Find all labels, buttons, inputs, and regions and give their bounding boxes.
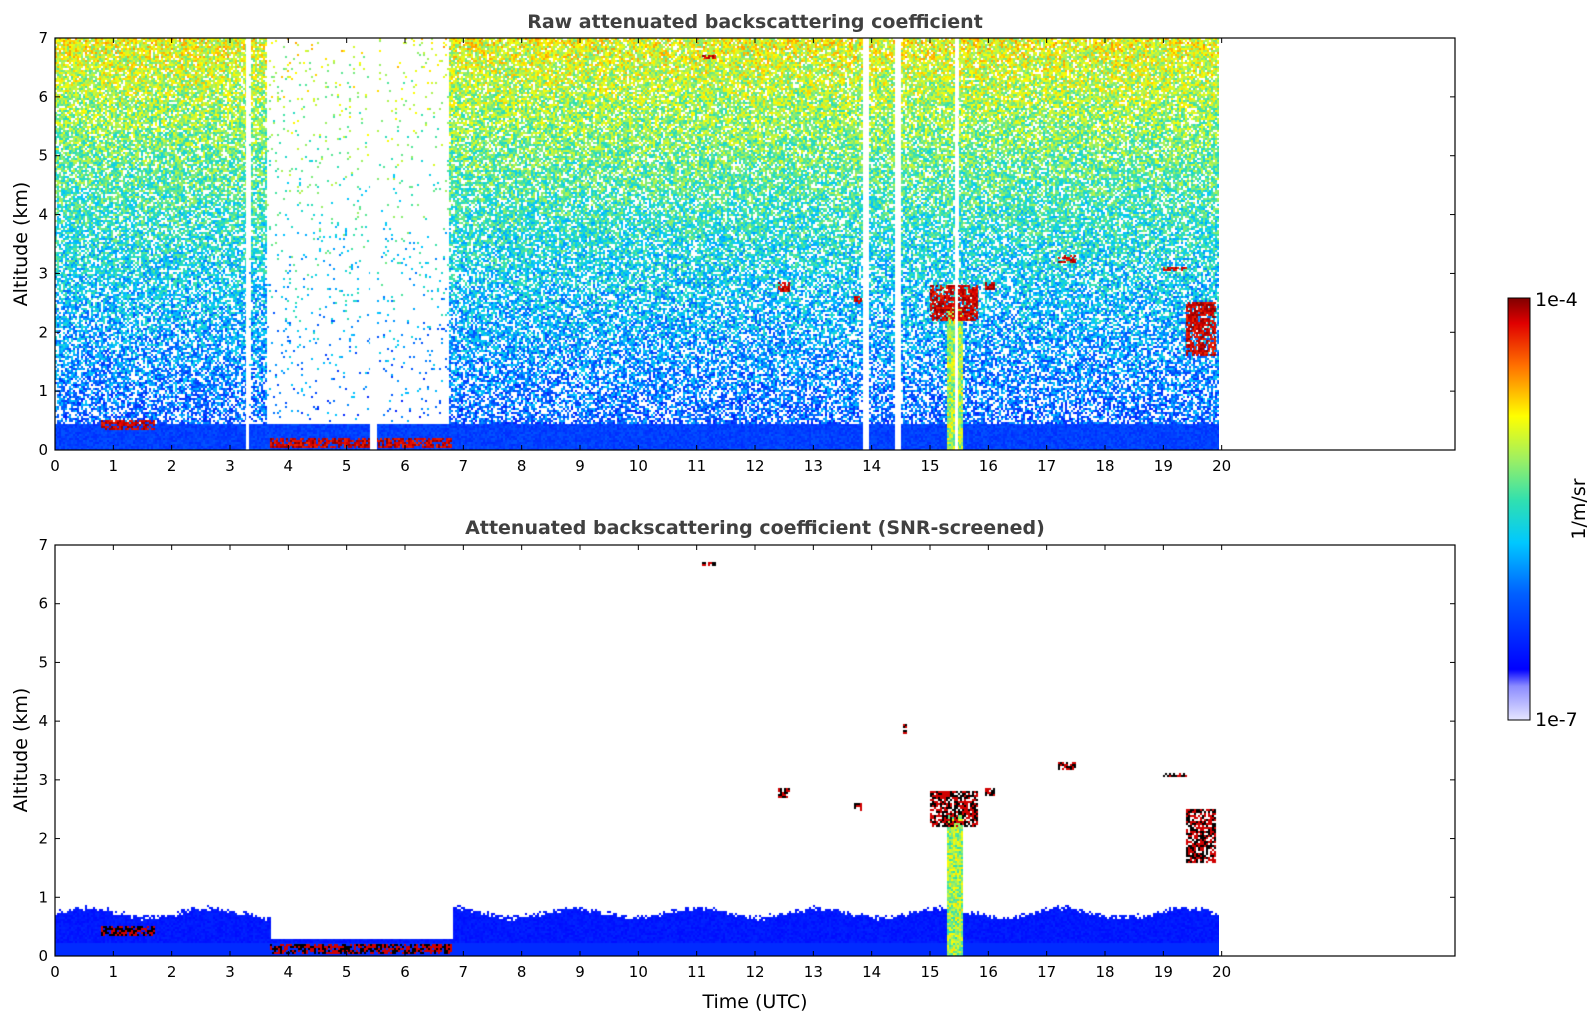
heatmap-image [55, 545, 1219, 956]
x-axis-label: Time (UTC) [701, 991, 807, 1013]
x-tick-label: 1 [109, 963, 119, 981]
x-tick-label: 6 [400, 457, 410, 475]
panel-raw: Raw attenuated backscattering coefficien… [10, 11, 1456, 475]
x-tick-label: 0 [50, 457, 60, 475]
x-tick-label: 12 [745, 457, 764, 475]
y-tick-label: 5 [38, 147, 48, 165]
x-tick-label: 15 [920, 457, 939, 475]
y-tick-label: 7 [38, 536, 48, 554]
x-tick-label: 11 [687, 963, 706, 981]
x-tick-label: 14 [862, 963, 881, 981]
y-tick-label: 1 [38, 888, 48, 906]
x-tick-label: 19 [1154, 457, 1173, 475]
colorbar-gradient [1507, 297, 1531, 721]
x-tick-label: 2 [167, 457, 177, 475]
y-tick-label: 2 [38, 830, 48, 848]
y-axis-label-raw: Altitude (km) [10, 182, 32, 307]
colorbar-unit-label: 1/m/sr [1568, 478, 1590, 539]
y-tick-label: 4 [38, 206, 48, 224]
x-tick-label: 19 [1154, 963, 1173, 981]
x-tick-label: 0 [50, 963, 60, 981]
x-tick-label: 9 [575, 457, 585, 475]
y-tick-label: 3 [38, 771, 48, 789]
y-tick-label: 1 [38, 382, 48, 400]
x-tick-label: 16 [979, 457, 998, 475]
x-tick-label: 17 [1037, 457, 1056, 475]
x-tick-label: 3 [225, 457, 235, 475]
x-tick-label: 3 [225, 963, 235, 981]
x-tick-label: 7 [459, 457, 469, 475]
y-tick-label: 6 [38, 88, 48, 106]
x-tick-label: 15 [920, 963, 939, 981]
x-tick-label: 4 [284, 963, 294, 981]
x-tick-label: 13 [804, 963, 823, 981]
panel-screened: Attenuated backscattering coefficient (S… [10, 517, 1456, 1013]
x-tick-label: 1 [109, 457, 119, 475]
x-tick-label: 14 [862, 457, 881, 475]
heatmap-screened [55, 545, 1219, 956]
x-tick-label: 5 [342, 963, 352, 981]
colorbar-min-label: 1e-7 [1535, 709, 1578, 731]
y-tick-label: 0 [38, 947, 48, 965]
x-tick-label: 7 [459, 963, 469, 981]
x-tick-label: 16 [979, 963, 998, 981]
y-tick-label: 0 [38, 441, 48, 459]
y-tick-label: 2 [38, 323, 48, 341]
x-tick-label: 4 [284, 457, 294, 475]
x-tick-label: 18 [1095, 457, 1114, 475]
x-tick-label: 13 [804, 457, 823, 475]
y-tick-label: 5 [38, 653, 48, 671]
x-tick-label: 10 [629, 457, 648, 475]
colorbar-max-label: 1e-4 [1535, 289, 1578, 311]
x-tick-label: 9 [575, 963, 585, 981]
x-tick-label: 6 [400, 963, 410, 981]
x-tick-label: 11 [687, 457, 706, 475]
x-tick-label: 8 [517, 457, 527, 475]
y-axis-label-screened: Altitude (km) [10, 688, 32, 813]
y-tick-label: 3 [38, 264, 48, 282]
colorbar: 1e-4 1e-7 1/m/sr [1507, 289, 1590, 731]
y-tick-label: 4 [38, 712, 48, 730]
x-tick-label: 20 [1212, 963, 1231, 981]
y-tick-label: 7 [38, 29, 48, 47]
x-tick-label: 8 [517, 963, 527, 981]
x-tick-label: 12 [745, 963, 764, 981]
x-tick-label: 17 [1037, 963, 1056, 981]
chart-title-screened: Attenuated backscattering coefficient (S… [465, 517, 1045, 539]
chart-title-raw: Raw attenuated backscattering coefficien… [527, 11, 983, 33]
x-tick-label: 5 [342, 457, 352, 475]
x-tick-label: 18 [1095, 963, 1114, 981]
y-tick-label: 6 [38, 595, 48, 613]
heatmap-raw [55, 38, 1219, 450]
heatmap-image [55, 38, 1219, 450]
x-tick-label: 2 [167, 963, 177, 981]
x-tick-label: 10 [629, 963, 648, 981]
x-tick-label: 20 [1212, 457, 1231, 475]
